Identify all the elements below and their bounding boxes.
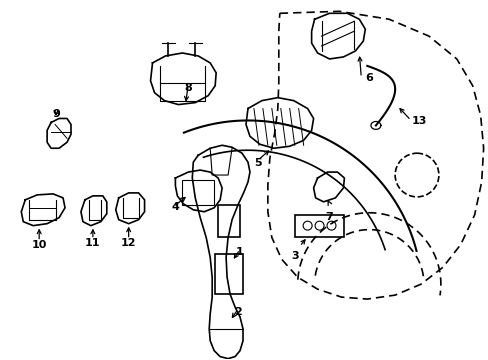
Text: 3: 3 bbox=[290, 251, 298, 261]
Bar bbox=[215, 255, 243, 294]
Bar bbox=[218, 205, 240, 237]
Text: 12: 12 bbox=[121, 238, 136, 248]
Text: 5: 5 bbox=[254, 158, 261, 168]
Text: 4: 4 bbox=[171, 202, 179, 212]
Text: 9: 9 bbox=[52, 109, 60, 118]
Text: 10: 10 bbox=[31, 239, 47, 249]
Text: 2: 2 bbox=[234, 307, 242, 317]
Text: 8: 8 bbox=[184, 83, 192, 93]
Text: 7: 7 bbox=[325, 212, 333, 222]
Text: 11: 11 bbox=[85, 238, 101, 248]
Text: 6: 6 bbox=[365, 73, 372, 83]
Bar bbox=[294, 215, 344, 237]
Bar bbox=[182, 180, 214, 205]
Text: 13: 13 bbox=[410, 116, 426, 126]
Text: 1: 1 bbox=[236, 247, 244, 257]
